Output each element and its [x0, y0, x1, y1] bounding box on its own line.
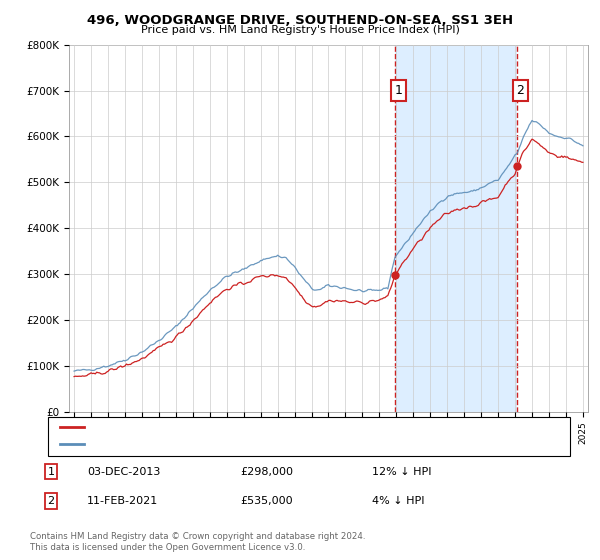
Text: 496, WOODGRANGE DRIVE, SOUTHEND-ON-SEA, SS1 3EH: 496, WOODGRANGE DRIVE, SOUTHEND-ON-SEA, … [87, 14, 513, 27]
Text: 2: 2 [47, 496, 55, 506]
Text: 12% ↓ HPI: 12% ↓ HPI [372, 466, 431, 477]
Text: £535,000: £535,000 [240, 496, 293, 506]
Text: 4% ↓ HPI: 4% ↓ HPI [372, 496, 425, 506]
Text: 1: 1 [394, 84, 403, 97]
Text: Contains HM Land Registry data © Crown copyright and database right 2024.
This d: Contains HM Land Registry data © Crown c… [30, 532, 365, 552]
Text: 2: 2 [517, 84, 524, 97]
Bar [395, 45, 517, 412]
Text: 1: 1 [47, 466, 55, 477]
Text: Price paid vs. HM Land Registry's House Price Index (HPI): Price paid vs. HM Land Registry's House … [140, 25, 460, 35]
Text: £298,000: £298,000 [240, 466, 293, 477]
Text: HPI: Average price, detached house, Southend-on-Sea: HPI: Average price, detached house, Sout… [90, 440, 348, 449]
Text: 496, WOODGRANGE DRIVE, SOUTHEND-ON-SEA, SS1 3EH (detached house): 496, WOODGRANGE DRIVE, SOUTHEND-ON-SEA, … [90, 423, 449, 432]
Text: 11-FEB-2021: 11-FEB-2021 [87, 496, 158, 506]
Text: 03-DEC-2013: 03-DEC-2013 [87, 466, 160, 477]
